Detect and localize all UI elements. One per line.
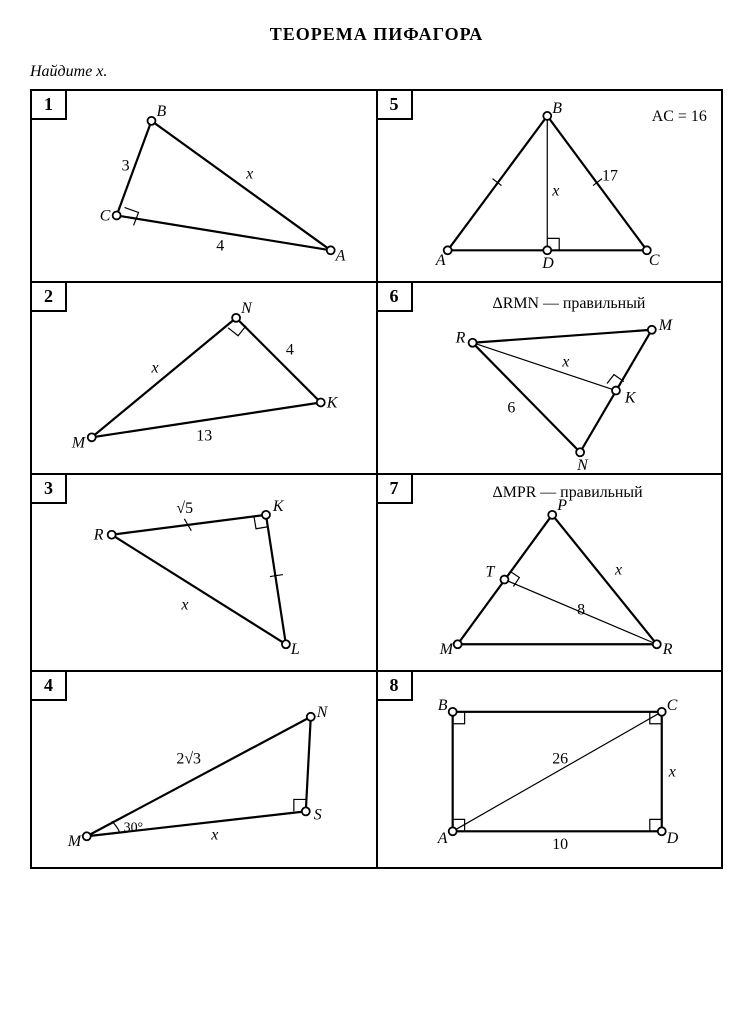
cell-number: 8 [376, 670, 413, 701]
svg-text:x: x [210, 826, 218, 843]
svg-text:x: x [667, 764, 675, 781]
svg-text:C: C [648, 252, 659, 269]
svg-text:x: x [551, 183, 559, 200]
svg-text:4: 4 [286, 342, 294, 359]
svg-text:2√3: 2√3 [176, 751, 201, 768]
svg-text:x: x [150, 360, 158, 377]
svg-text:M: M [438, 641, 453, 658]
svg-text:P: P [556, 497, 567, 514]
cell-number: 2 [30, 281, 67, 312]
svg-text:L: L [290, 641, 300, 658]
svg-text:10: 10 [552, 836, 568, 853]
figure-6: ΔRMN — правильный R M N K 6 x [378, 283, 722, 472]
page-title: ТЕОРЕМА ПИФАГОРА [30, 24, 723, 45]
svg-text:R: R [454, 330, 465, 347]
svg-text:x: x [613, 562, 621, 579]
svg-text:A: A [434, 252, 445, 269]
cell-number: 1 [30, 89, 67, 120]
svg-text:N: N [576, 457, 589, 472]
svg-text:K: K [326, 394, 339, 411]
svg-text:R: R [661, 641, 672, 658]
svg-text:C: C [666, 697, 677, 714]
figure-4: M N S 2√3 30° x [32, 672, 376, 866]
svg-text:B: B [437, 697, 447, 714]
cell-number: 3 [30, 473, 67, 504]
instruction: Найдите x. [30, 63, 723, 81]
svg-text:x: x [245, 166, 253, 183]
svg-text:17: 17 [602, 168, 618, 185]
figure-8: B C D A 26 10 x [378, 672, 722, 866]
svg-text:x: x [561, 354, 569, 371]
svg-text:30°: 30° [124, 820, 144, 835]
svg-text:N: N [316, 704, 329, 721]
svg-text:x: x [180, 596, 188, 613]
svg-text:M: M [67, 833, 82, 850]
svg-text:√5: √5 [176, 500, 193, 517]
svg-text:26: 26 [552, 751, 568, 768]
svg-text:A: A [335, 247, 346, 264]
svg-text:3: 3 [122, 158, 130, 175]
svg-text:S: S [314, 806, 322, 823]
svg-text:6: 6 [507, 399, 515, 416]
svg-text:N: N [240, 300, 253, 317]
svg-text:ΔMPR — правильный: ΔMPR — правильный [492, 484, 643, 501]
svg-text:AC = 16: AC = 16 [651, 108, 706, 125]
svg-text:8: 8 [577, 601, 585, 618]
figure-2: N M K x 4 13 [32, 283, 376, 472]
figure-1: B C A 3 4 x [32, 91, 376, 280]
figure-3: R K L √5 x [32, 475, 376, 669]
svg-text:A: A [436, 830, 447, 847]
svg-text:M: M [657, 317, 672, 334]
cell-number: 5 [376, 89, 413, 120]
svg-text:B: B [156, 103, 166, 120]
cell-number: 7 [376, 473, 413, 504]
svg-text:B: B [552, 100, 562, 117]
svg-text:13: 13 [196, 427, 212, 444]
figure-5: B A C D 17 x AC = 16 [378, 91, 722, 280]
problems-grid: 1 B C A 3 4 x 5 B A C D 17 x AC = 16 2 [30, 89, 723, 869]
svg-text:D: D [541, 255, 554, 272]
svg-text:K: K [623, 389, 636, 406]
svg-text:4: 4 [216, 237, 224, 254]
svg-text:T: T [485, 564, 495, 581]
svg-text:ΔRMN — правильный: ΔRMN — правильный [492, 295, 645, 312]
svg-text:C: C [100, 207, 111, 224]
svg-text:K: K [272, 498, 285, 515]
svg-text:R: R [93, 527, 104, 544]
svg-text:D: D [665, 830, 678, 847]
figure-7: ΔMPR — правильный P M R T x 8 [378, 475, 722, 669]
cell-number: 6 [376, 281, 413, 312]
svg-text:M: M [71, 434, 86, 451]
cell-number: 4 [30, 670, 67, 701]
